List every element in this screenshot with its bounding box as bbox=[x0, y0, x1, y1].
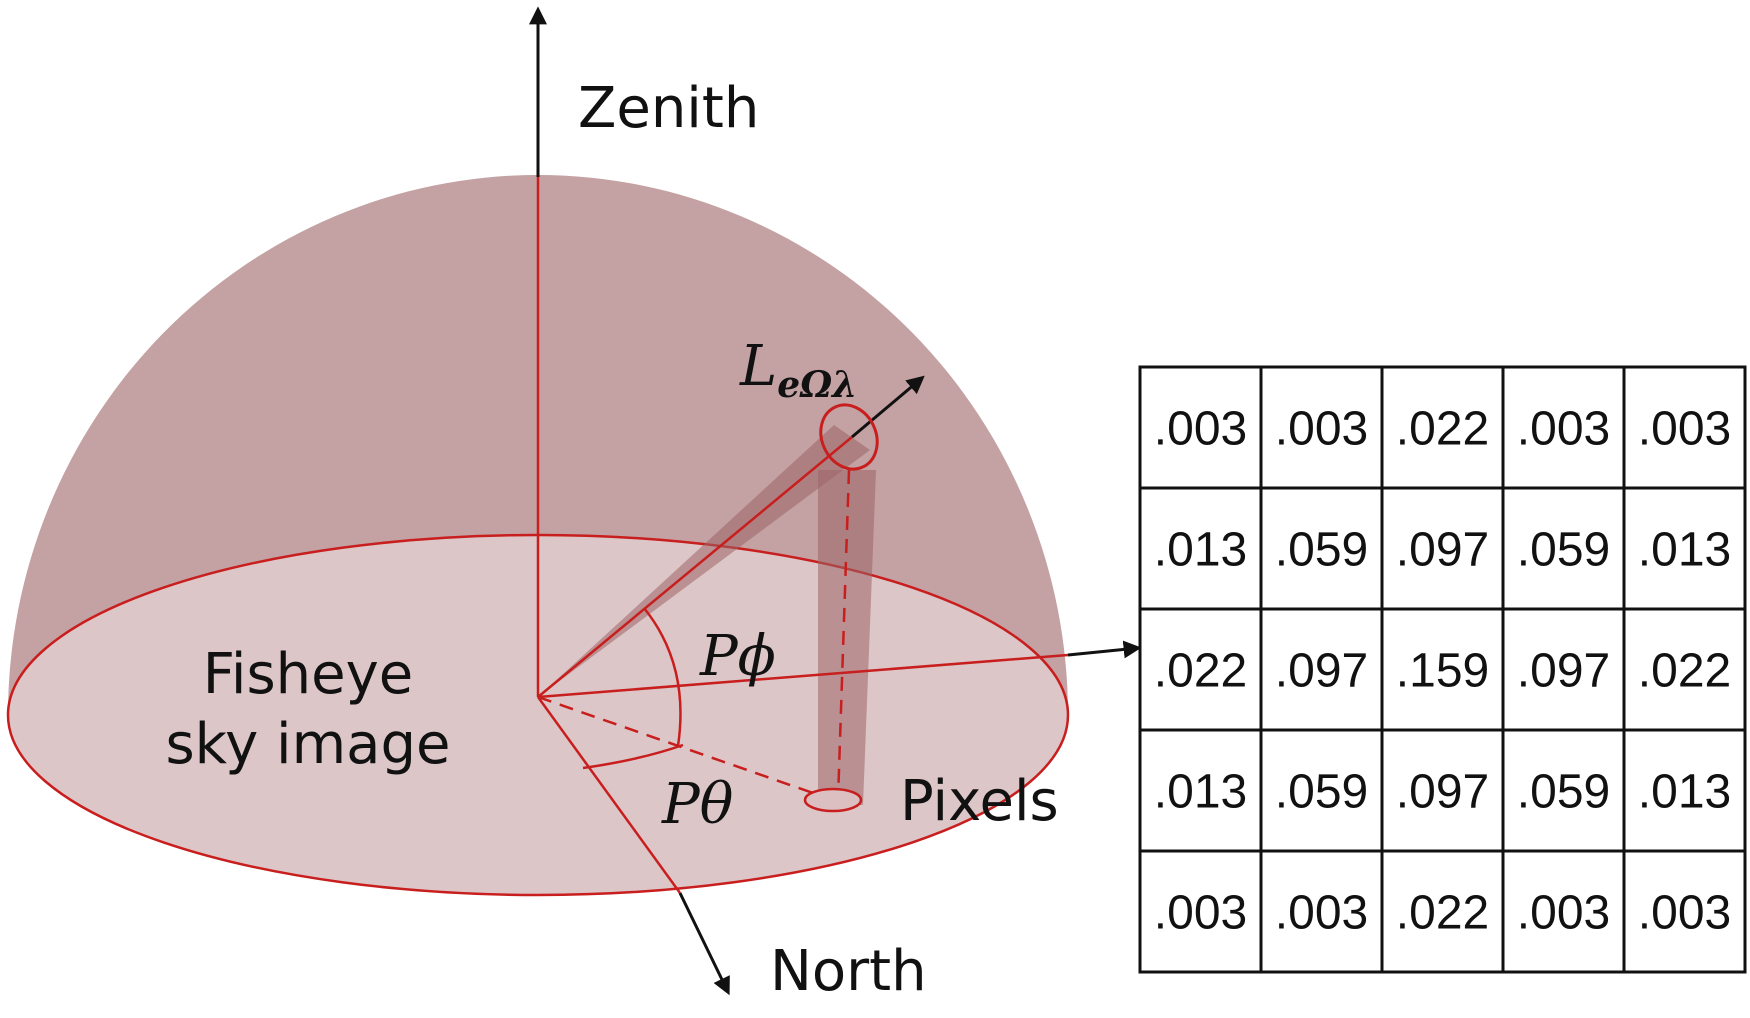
kernel-cell-value: .003 bbox=[1275, 403, 1368, 456]
kernel-cell-value: .059 bbox=[1275, 524, 1368, 577]
fisheye-label-line1: Fisheye bbox=[203, 642, 413, 707]
kernel-cell bbox=[1380, 728, 1505, 853]
kernel-cell bbox=[1622, 486, 1747, 611]
kernel-cell bbox=[1138, 486, 1263, 611]
azimuth-dashed bbox=[537, 695, 834, 802]
kernel-cell bbox=[1138, 607, 1263, 732]
radiance-symbol: L bbox=[739, 334, 777, 399]
kernel-cell-value: .003 bbox=[1275, 887, 1368, 940]
theta-label: Pθ bbox=[661, 772, 733, 837]
phi-arc bbox=[643, 607, 682, 747]
kernel-table: .003 .003 .022 .003 .003 .013 .059 .097 .059 .013… bbox=[1138, 365, 1747, 974]
kernel-cell bbox=[1138, 365, 1263, 490]
kernel-cell bbox=[1380, 486, 1505, 611]
radiance-label: LeΩλ bbox=[739, 334, 857, 406]
kernel-cell-value: .022 bbox=[1396, 403, 1489, 456]
north-axis-inner bbox=[536, 696, 682, 894]
kernel-cell-value: .013 bbox=[1154, 766, 1247, 819]
kernel-cell-value: .013 bbox=[1638, 524, 1731, 577]
kernel-cell bbox=[1501, 607, 1626, 732]
kernel-cell bbox=[1138, 849, 1263, 974]
kernel-cell bbox=[1501, 728, 1626, 853]
direction-vector bbox=[537, 436, 853, 698]
kernel-cell-value: .097 bbox=[1396, 766, 1489, 819]
direction-vector-arrow bbox=[851, 375, 925, 439]
kernel-cell bbox=[1501, 365, 1626, 490]
kernel-pointer-inner bbox=[537, 653, 1069, 699]
kernel-cell-value: .003 bbox=[1638, 403, 1731, 456]
kernel-cell bbox=[1380, 849, 1505, 974]
kernel-cell-value: .003 bbox=[1638, 887, 1731, 940]
fisheye-label-line2: sky image bbox=[166, 712, 451, 777]
kernel-cell-value: .003 bbox=[1154, 887, 1247, 940]
theta-arc bbox=[582, 743, 684, 770]
north-axis bbox=[678, 892, 730, 996]
kernel-cell-value: .003 bbox=[1517, 887, 1610, 940]
kernel-pointer-arrow bbox=[1067, 640, 1142, 659]
kernel-cell-value: .022 bbox=[1638, 645, 1731, 698]
kernel-cell-value: .097 bbox=[1275, 645, 1368, 698]
kernel-cell-value: .013 bbox=[1154, 524, 1247, 577]
phi-label: Pϕ bbox=[699, 624, 776, 689]
kernel-cell-value: .159 bbox=[1396, 645, 1489, 698]
kernel-cell-value: .059 bbox=[1517, 766, 1610, 819]
kernel-cell bbox=[1138, 728, 1263, 853]
pixels-label: Pixels bbox=[900, 769, 1059, 834]
kernel-cell bbox=[1501, 849, 1626, 974]
kernel-cell bbox=[1380, 607, 1505, 732]
kernel-cell bbox=[1622, 849, 1747, 974]
kernel-cell bbox=[1501, 486, 1626, 611]
kernel-cell-value: .003 bbox=[1517, 403, 1610, 456]
zenith-label: Zenith bbox=[578, 76, 759, 141]
radiance-ring bbox=[819, 403, 879, 471]
projection-dashed bbox=[836, 469, 851, 801]
kernel-cell bbox=[1380, 365, 1505, 490]
kernel-cell bbox=[1259, 607, 1384, 732]
kernel-cell bbox=[1622, 728, 1747, 853]
kernel-cell-value: .003 bbox=[1154, 403, 1247, 456]
kernel-cell bbox=[1259, 728, 1384, 853]
north-label: North bbox=[770, 939, 927, 1004]
projection-column bbox=[818, 470, 876, 805]
kernel-cell-value: .097 bbox=[1517, 645, 1610, 698]
kernel-cell bbox=[1259, 365, 1384, 490]
kernel-cell-value: .059 bbox=[1517, 524, 1610, 577]
kernel-cell-value: .013 bbox=[1638, 766, 1731, 819]
pixel-ring bbox=[803, 787, 863, 813]
kernel-cell-value: .059 bbox=[1275, 766, 1368, 819]
kernel-cell-value: .022 bbox=[1396, 887, 1489, 940]
radiance-subscript: eΩλ bbox=[777, 364, 857, 406]
kernel-cell bbox=[1259, 849, 1384, 974]
kernel-cell-value: .097 bbox=[1396, 524, 1489, 577]
kernel-cell bbox=[1622, 365, 1747, 490]
kernel-cell-value: .022 bbox=[1154, 645, 1247, 698]
